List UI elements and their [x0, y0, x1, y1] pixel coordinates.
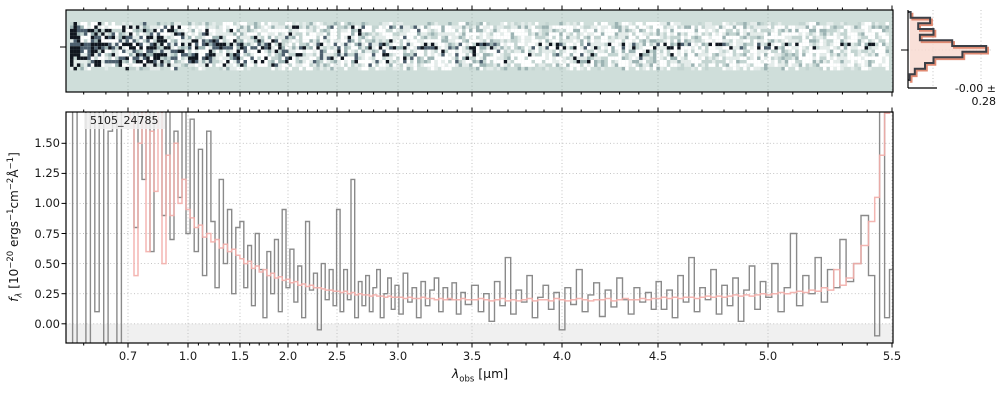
hist-outline-dark — [908, 11, 988, 81]
spec2d-border — [65, 9, 894, 93]
x-axis-label: λobs [μm] — [451, 366, 509, 385]
x-tick-label: 1.0 — [178, 349, 198, 363]
x-tick-label: 5.0 — [758, 349, 778, 363]
y-tick-label: 1.50 — [34, 136, 60, 151]
y-axis-label: fλ [10−20 ergs−1cm−2Å−1] — [6, 152, 25, 302]
y-tick-label: 0.75 — [34, 226, 60, 241]
spec2d-panel — [60, 5, 894, 97]
hist-outline-salmon — [909, 12, 989, 83]
y-tick-label: 0.50 — [34, 256, 60, 271]
spec2d-noise-image — [70, 22, 889, 71]
hist-spines — [901, 10, 937, 89]
x-tick-label: 3.0 — [388, 349, 408, 363]
x-tick-label: 1.5 — [230, 349, 250, 363]
spec1d-panel — [61, 107, 894, 348]
x-tick-label: 4.0 — [552, 349, 572, 363]
main-ticks — [61, 107, 893, 348]
x-tick-label: 0.7 — [118, 349, 138, 363]
x-tick-label: 5.5 — [882, 349, 902, 363]
x-tick-label: 3.5 — [462, 349, 482, 363]
y-tick-label: 1.25 — [34, 166, 60, 181]
source-id-label: 5105_24785 — [84, 113, 165, 129]
spectrum-step-line — [71, 112, 892, 343]
hist-stat-label: -0.00 ± 0.28 — [954, 82, 996, 108]
negative-flux-band — [66, 323, 893, 344]
y-tick-label: 0.25 — [34, 286, 60, 301]
main-plot-border — [65, 111, 894, 344]
pixel-histogram-panel — [901, 10, 993, 89]
x-tick-label: 2.0 — [278, 349, 298, 363]
spec2d-ticks — [60, 5, 893, 97]
y-tick-label: 1.00 — [34, 196, 60, 211]
x-tick-label: 4.5 — [648, 349, 668, 363]
y-tick-label: 0.00 — [34, 316, 60, 331]
x-tick-label: 2.5 — [327, 349, 347, 363]
error-step-line — [129, 112, 891, 302]
